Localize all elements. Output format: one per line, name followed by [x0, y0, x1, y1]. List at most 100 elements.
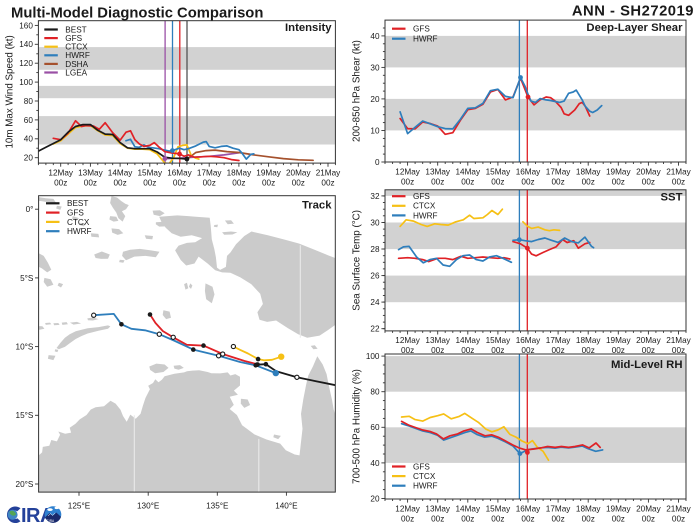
svg-text:15May: 15May — [486, 336, 511, 345]
svg-text:0: 0 — [375, 158, 380, 167]
svg-text:00z: 00z — [113, 178, 126, 187]
svg-text:21May: 21May — [666, 504, 691, 513]
svg-text:12May: 12May — [395, 167, 420, 176]
svg-text:HWRF: HWRF — [413, 211, 438, 220]
svg-text:18May: 18May — [576, 504, 601, 513]
svg-text:00z: 00z — [551, 346, 564, 355]
svg-text:00z: 00z — [431, 177, 444, 186]
svg-text:60: 60 — [370, 423, 380, 432]
svg-text:10°S: 10°S — [16, 343, 34, 352]
svg-text:20: 20 — [370, 95, 380, 104]
svg-text:GFS: GFS — [65, 34, 82, 43]
svg-text:12May: 12May — [395, 336, 420, 345]
svg-text:30: 30 — [370, 218, 380, 227]
svg-text:13May: 13May — [78, 168, 103, 177]
svg-text:00z: 00z — [551, 514, 564, 523]
svg-text:13May: 13May — [425, 336, 450, 345]
svg-text:80: 80 — [24, 97, 34, 106]
svg-text:00z: 00z — [54, 178, 67, 187]
svg-text:00z: 00z — [461, 177, 474, 186]
svg-text:10m Max Wind Speed (kt): 10m Max Wind Speed (kt) — [5, 35, 16, 148]
svg-text:00z: 00z — [672, 177, 685, 186]
svg-text:BEST: BEST — [65, 25, 86, 34]
svg-text:18May: 18May — [576, 336, 601, 345]
svg-text:CTCX: CTCX — [413, 472, 436, 481]
svg-text:16May: 16May — [516, 167, 541, 176]
svg-text:00z: 00z — [491, 346, 504, 355]
svg-text:20: 20 — [24, 154, 34, 163]
svg-text:0°: 0° — [26, 205, 34, 214]
svg-text:00z: 00z — [173, 178, 186, 187]
svg-text:00z: 00z — [642, 346, 655, 355]
svg-text:CTCX: CTCX — [413, 202, 436, 211]
svg-text:13May: 13May — [425, 167, 450, 176]
svg-text:15May: 15May — [486, 167, 511, 176]
svg-text:12May: 12May — [395, 504, 420, 513]
svg-text:100: 100 — [366, 352, 380, 361]
svg-text:00z: 00z — [461, 346, 474, 355]
svg-text:00z: 00z — [401, 346, 414, 355]
svg-text:Track: Track — [302, 200, 332, 212]
svg-text:HWRF: HWRF — [67, 227, 92, 236]
svg-text:00z: 00z — [491, 514, 504, 523]
svg-text:30: 30 — [370, 63, 380, 72]
svg-text:19May: 19May — [606, 336, 631, 345]
svg-text:16May: 16May — [516, 504, 541, 513]
svg-text:140: 140 — [19, 40, 33, 49]
svg-text:20: 20 — [370, 494, 380, 503]
svg-text:125°E: 125°E — [68, 502, 91, 511]
svg-text:00z: 00z — [203, 178, 216, 187]
svg-text:BEST: BEST — [67, 199, 88, 208]
svg-text:13May: 13May — [425, 504, 450, 513]
svg-text:20May: 20May — [636, 504, 661, 513]
svg-text:Deep-Layer Shear: Deep-Layer Shear — [586, 22, 683, 34]
svg-text:18May: 18May — [227, 168, 252, 177]
svg-text:20May: 20May — [636, 167, 661, 176]
svg-text:00z: 00z — [262, 178, 275, 187]
svg-text:5°S: 5°S — [20, 274, 34, 283]
svg-text:100: 100 — [19, 78, 33, 87]
svg-text:00z: 00z — [582, 346, 595, 355]
svg-text:17May: 17May — [546, 167, 571, 176]
svg-text:GFS: GFS — [413, 192, 430, 201]
svg-text:19May: 19May — [606, 504, 631, 513]
svg-text:700-500 hPa Humidity (%): 700-500 hPa Humidity (%) — [352, 369, 363, 484]
svg-text:200-850 hPa Shear (kt): 200-850 hPa Shear (kt) — [351, 40, 362, 142]
svg-text:00z: 00z — [672, 514, 685, 523]
svg-text:40: 40 — [24, 135, 34, 144]
svg-text:15May: 15May — [138, 168, 163, 177]
svg-text:32: 32 — [370, 192, 380, 201]
svg-text:16May: 16May — [516, 336, 541, 345]
svg-text:40: 40 — [370, 32, 380, 41]
svg-text:19May: 19May — [606, 167, 631, 176]
svg-text:00z: 00z — [521, 177, 534, 186]
svg-text:GFS: GFS — [413, 25, 430, 34]
svg-text:10: 10 — [370, 126, 380, 135]
svg-text:40: 40 — [370, 459, 380, 468]
svg-text:CTCX: CTCX — [67, 218, 90, 227]
svg-text:Intensity: Intensity — [285, 22, 332, 34]
svg-text:24: 24 — [370, 298, 380, 307]
svg-text:17May: 17May — [197, 168, 222, 177]
svg-text:19May: 19May — [256, 168, 281, 177]
svg-text:00z: 00z — [292, 178, 305, 187]
svg-text:14May: 14May — [456, 167, 481, 176]
svg-text:15May: 15May — [486, 504, 511, 513]
svg-text:00z: 00z — [431, 346, 444, 355]
svg-text:18May: 18May — [576, 167, 601, 176]
svg-text:00z: 00z — [551, 177, 564, 186]
svg-text:22: 22 — [370, 325, 380, 334]
svg-text:14May: 14May — [456, 504, 481, 513]
svg-text:LGEA: LGEA — [65, 68, 87, 77]
svg-text:HWRF: HWRF — [65, 51, 90, 60]
svg-text:Sea Surface Temp (°C): Sea Surface Temp (°C) — [352, 210, 363, 311]
svg-text:00z: 00z — [582, 514, 595, 523]
svg-text:20°S: 20°S — [16, 480, 34, 489]
svg-text:HWRF: HWRF — [413, 35, 438, 44]
svg-text:17May: 17May — [546, 336, 571, 345]
svg-text:Mid-Level RH: Mid-Level RH — [611, 359, 683, 371]
svg-text:00z: 00z — [521, 346, 534, 355]
svg-text:ANN - SH272019: ANN - SH272019 — [572, 4, 694, 20]
svg-text:21May: 21May — [666, 167, 691, 176]
svg-text:00z: 00z — [612, 346, 625, 355]
